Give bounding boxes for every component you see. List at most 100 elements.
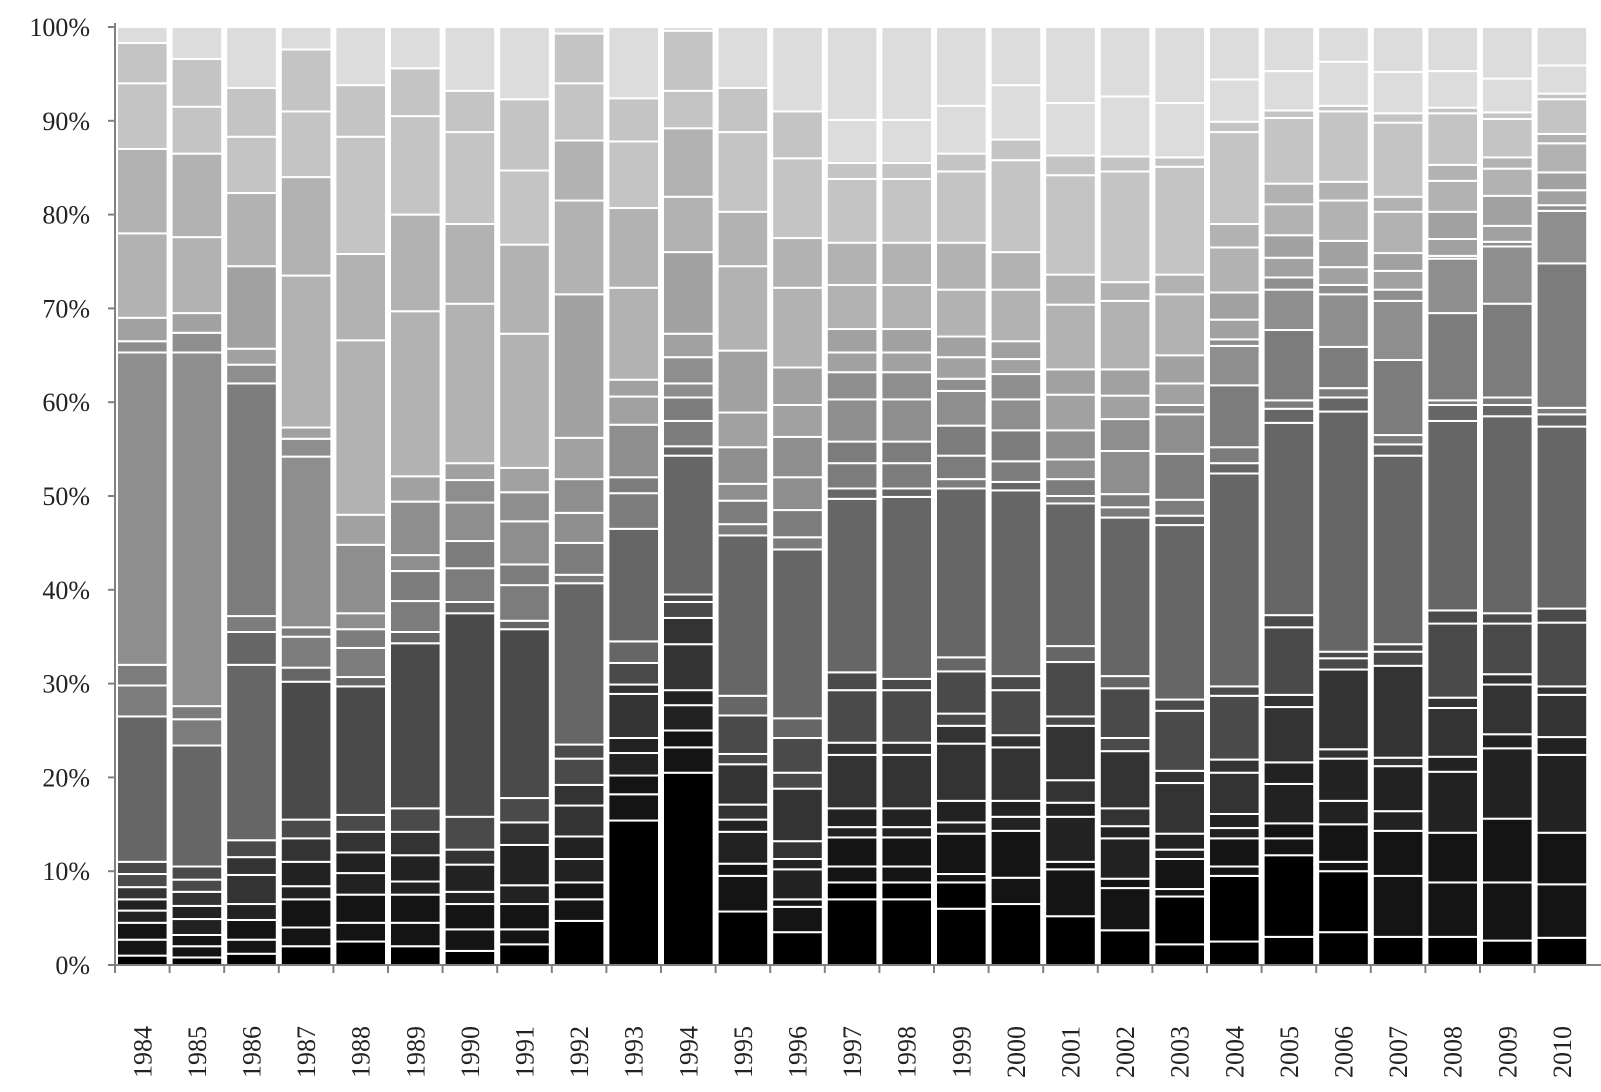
bar-segment bbox=[1535, 425, 1589, 610]
bar-segment bbox=[662, 356, 715, 385]
bar-segment bbox=[1208, 685, 1261, 697]
bar-segment bbox=[389, 945, 442, 966]
bar-segment bbox=[1098, 506, 1152, 519]
bar-segment bbox=[1371, 71, 1425, 115]
bar-segment bbox=[1044, 154, 1097, 177]
bar-segment bbox=[1481, 167, 1534, 197]
bar-segment bbox=[716, 26, 770, 89]
bar-segment bbox=[771, 548, 824, 720]
bar-segment bbox=[334, 84, 387, 138]
bar-segment bbox=[170, 705, 224, 721]
bar-segment bbox=[989, 734, 1043, 749]
bar-segment bbox=[225, 86, 278, 138]
bar-segment bbox=[1044, 101, 1097, 157]
x-tick-label: 1986 bbox=[238, 1026, 267, 1078]
bar-segment bbox=[662, 332, 715, 359]
bar-segment bbox=[116, 873, 169, 889]
bar-segment bbox=[1535, 753, 1589, 834]
bar-segment bbox=[389, 830, 442, 857]
bar-segment bbox=[1317, 410, 1370, 653]
bar-segment bbox=[1262, 837, 1316, 857]
bar-segment bbox=[989, 829, 1043, 879]
bar-segment bbox=[607, 395, 661, 426]
bar-segment bbox=[1153, 782, 1207, 835]
bar-segment bbox=[170, 331, 224, 354]
y-tick-label: 60% bbox=[42, 388, 90, 417]
bar-segment bbox=[1481, 939, 1534, 966]
bar-segment bbox=[771, 509, 824, 539]
bar-segment bbox=[1098, 95, 1152, 158]
bar-segment bbox=[825, 177, 879, 244]
bar-segment bbox=[662, 600, 715, 619]
bar-segment bbox=[552, 436, 606, 481]
bar-segment bbox=[1098, 877, 1152, 890]
bar-segment bbox=[989, 489, 1043, 678]
bar-segment bbox=[716, 862, 770, 877]
bar-segment bbox=[279, 680, 333, 821]
bar-segment bbox=[662, 704, 715, 732]
bar-segment bbox=[989, 903, 1043, 967]
bar-segment bbox=[1098, 449, 1152, 496]
bar-segment bbox=[1481, 302, 1534, 399]
bar-segment bbox=[1371, 358, 1425, 437]
bar-segment bbox=[1317, 870, 1370, 934]
bar-segment bbox=[607, 692, 661, 740]
bar-segment bbox=[880, 836, 934, 868]
bar-segment bbox=[607, 527, 661, 643]
bar-segment bbox=[279, 837, 333, 863]
bar-segment bbox=[771, 868, 824, 901]
x-tick-label: 1985 bbox=[183, 1026, 212, 1078]
bar-segment bbox=[1535, 413, 1589, 428]
bar-segment bbox=[1262, 614, 1316, 629]
bar-segment bbox=[1371, 288, 1425, 302]
bar-segment bbox=[825, 865, 879, 884]
bar-segment bbox=[443, 848, 497, 866]
bar-segment bbox=[443, 540, 497, 570]
bar-segment bbox=[607, 661, 661, 686]
bar-segment bbox=[1371, 195, 1425, 213]
bar-segment bbox=[1098, 281, 1152, 302]
bar-segment bbox=[662, 29, 715, 92]
x-tick-label: 2009 bbox=[1493, 1026, 1522, 1078]
bar-segment bbox=[116, 82, 169, 150]
bar-segment bbox=[662, 593, 715, 603]
bar-segment bbox=[498, 903, 551, 931]
bar-segment bbox=[716, 265, 770, 352]
bar-segment bbox=[389, 570, 442, 603]
bar-segment bbox=[1153, 293, 1207, 357]
bar-segment bbox=[170, 718, 224, 747]
bar-segment bbox=[1262, 822, 1316, 840]
bar-segment bbox=[1098, 299, 1152, 371]
bar-segment bbox=[1262, 693, 1316, 709]
bar-segment bbox=[771, 787, 824, 843]
x-tick-label: 1996 bbox=[784, 1026, 813, 1078]
bar-segment bbox=[935, 821, 988, 835]
bar-segment bbox=[716, 803, 770, 821]
bar-segment bbox=[1208, 78, 1261, 123]
bar-segment bbox=[880, 241, 934, 286]
bar-segment bbox=[1317, 345, 1370, 390]
bar-segment bbox=[498, 619, 551, 631]
bar-segment bbox=[116, 715, 169, 863]
bar-segment bbox=[989, 689, 1043, 737]
bar-segment bbox=[552, 743, 606, 760]
bar-segment bbox=[825, 741, 879, 756]
bar-segment bbox=[498, 584, 551, 622]
bar-segment bbox=[771, 905, 824, 934]
bar-segment bbox=[1098, 807, 1152, 828]
bar-segment bbox=[443, 567, 497, 603]
bar-segment bbox=[498, 563, 551, 587]
bar-segment bbox=[498, 169, 551, 246]
x-tick-label: 2002 bbox=[1111, 1026, 1140, 1078]
bar-segment bbox=[1262, 935, 1316, 966]
bar-segment bbox=[935, 881, 988, 910]
x-tick-label: 2006 bbox=[1330, 1026, 1359, 1078]
bar-segment bbox=[935, 670, 988, 715]
bar-segment bbox=[279, 274, 333, 429]
bar-segment bbox=[225, 952, 278, 967]
bar-segment bbox=[334, 339, 387, 516]
bar-segment bbox=[498, 26, 551, 101]
bar-segment bbox=[771, 840, 824, 861]
bar-segment bbox=[880, 753, 934, 810]
bar-segment bbox=[1317, 60, 1370, 107]
